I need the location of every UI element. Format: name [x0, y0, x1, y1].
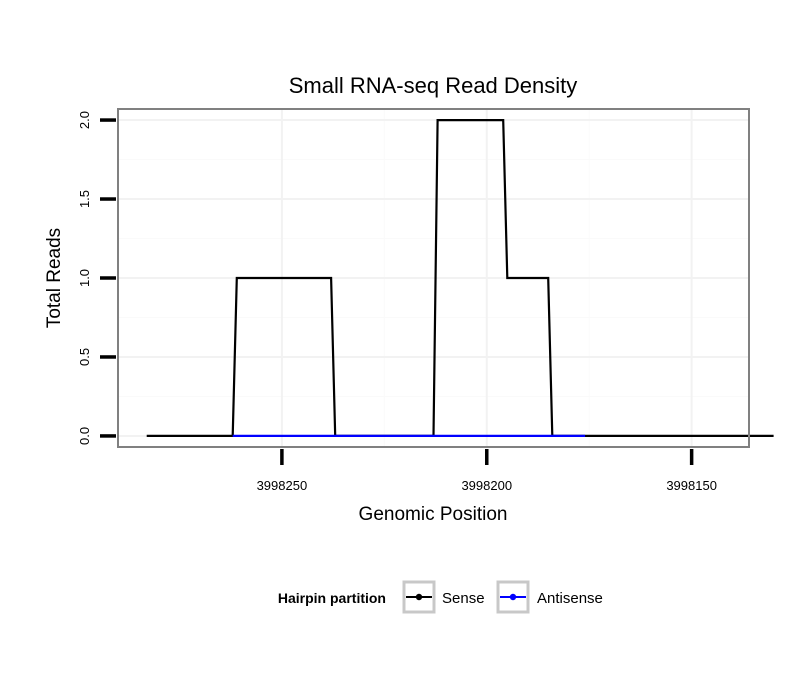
y-tick-label: 2.0	[77, 111, 92, 129]
legend: Hairpin partition Sense Antisense	[278, 580, 603, 614]
x-axis-title: Genomic Position	[359, 504, 508, 525]
y-tick-label: 0.0	[77, 427, 92, 445]
legend-point-antisense	[509, 593, 517, 601]
legend-item-sense: Sense	[402, 580, 485, 614]
legend-title: Hairpin partition	[278, 590, 386, 606]
plot-border	[117, 108, 750, 448]
y-tick-label: 1.0	[77, 269, 92, 287]
y-tick-label: 0.5	[77, 348, 92, 366]
plot-panel	[117, 108, 774, 448]
y-tick-label: 1.5	[77, 190, 92, 208]
legend-item-antisense: Antisense	[496, 580, 603, 614]
legend-label-sense: Sense	[442, 590, 485, 607]
legend-label-antisense: Antisense	[537, 590, 603, 607]
legend-key-antisense	[496, 580, 530, 614]
series-layer	[146, 118, 774, 437]
x-tick-label: 3998150	[666, 478, 717, 493]
x-axis: 3998250 3998200 3998150	[257, 449, 717, 493]
x-tick-label: 3998200	[461, 478, 512, 493]
y-axis-title: Total Reads	[44, 228, 65, 328]
legend-point-sense	[415, 593, 423, 601]
y-axis: 0.0 0.5 1.0 1.5 2.0	[77, 111, 116, 445]
chart-title: Small RNA-seq Read Density	[289, 73, 578, 98]
x-tick-label: 3998250	[257, 478, 308, 493]
